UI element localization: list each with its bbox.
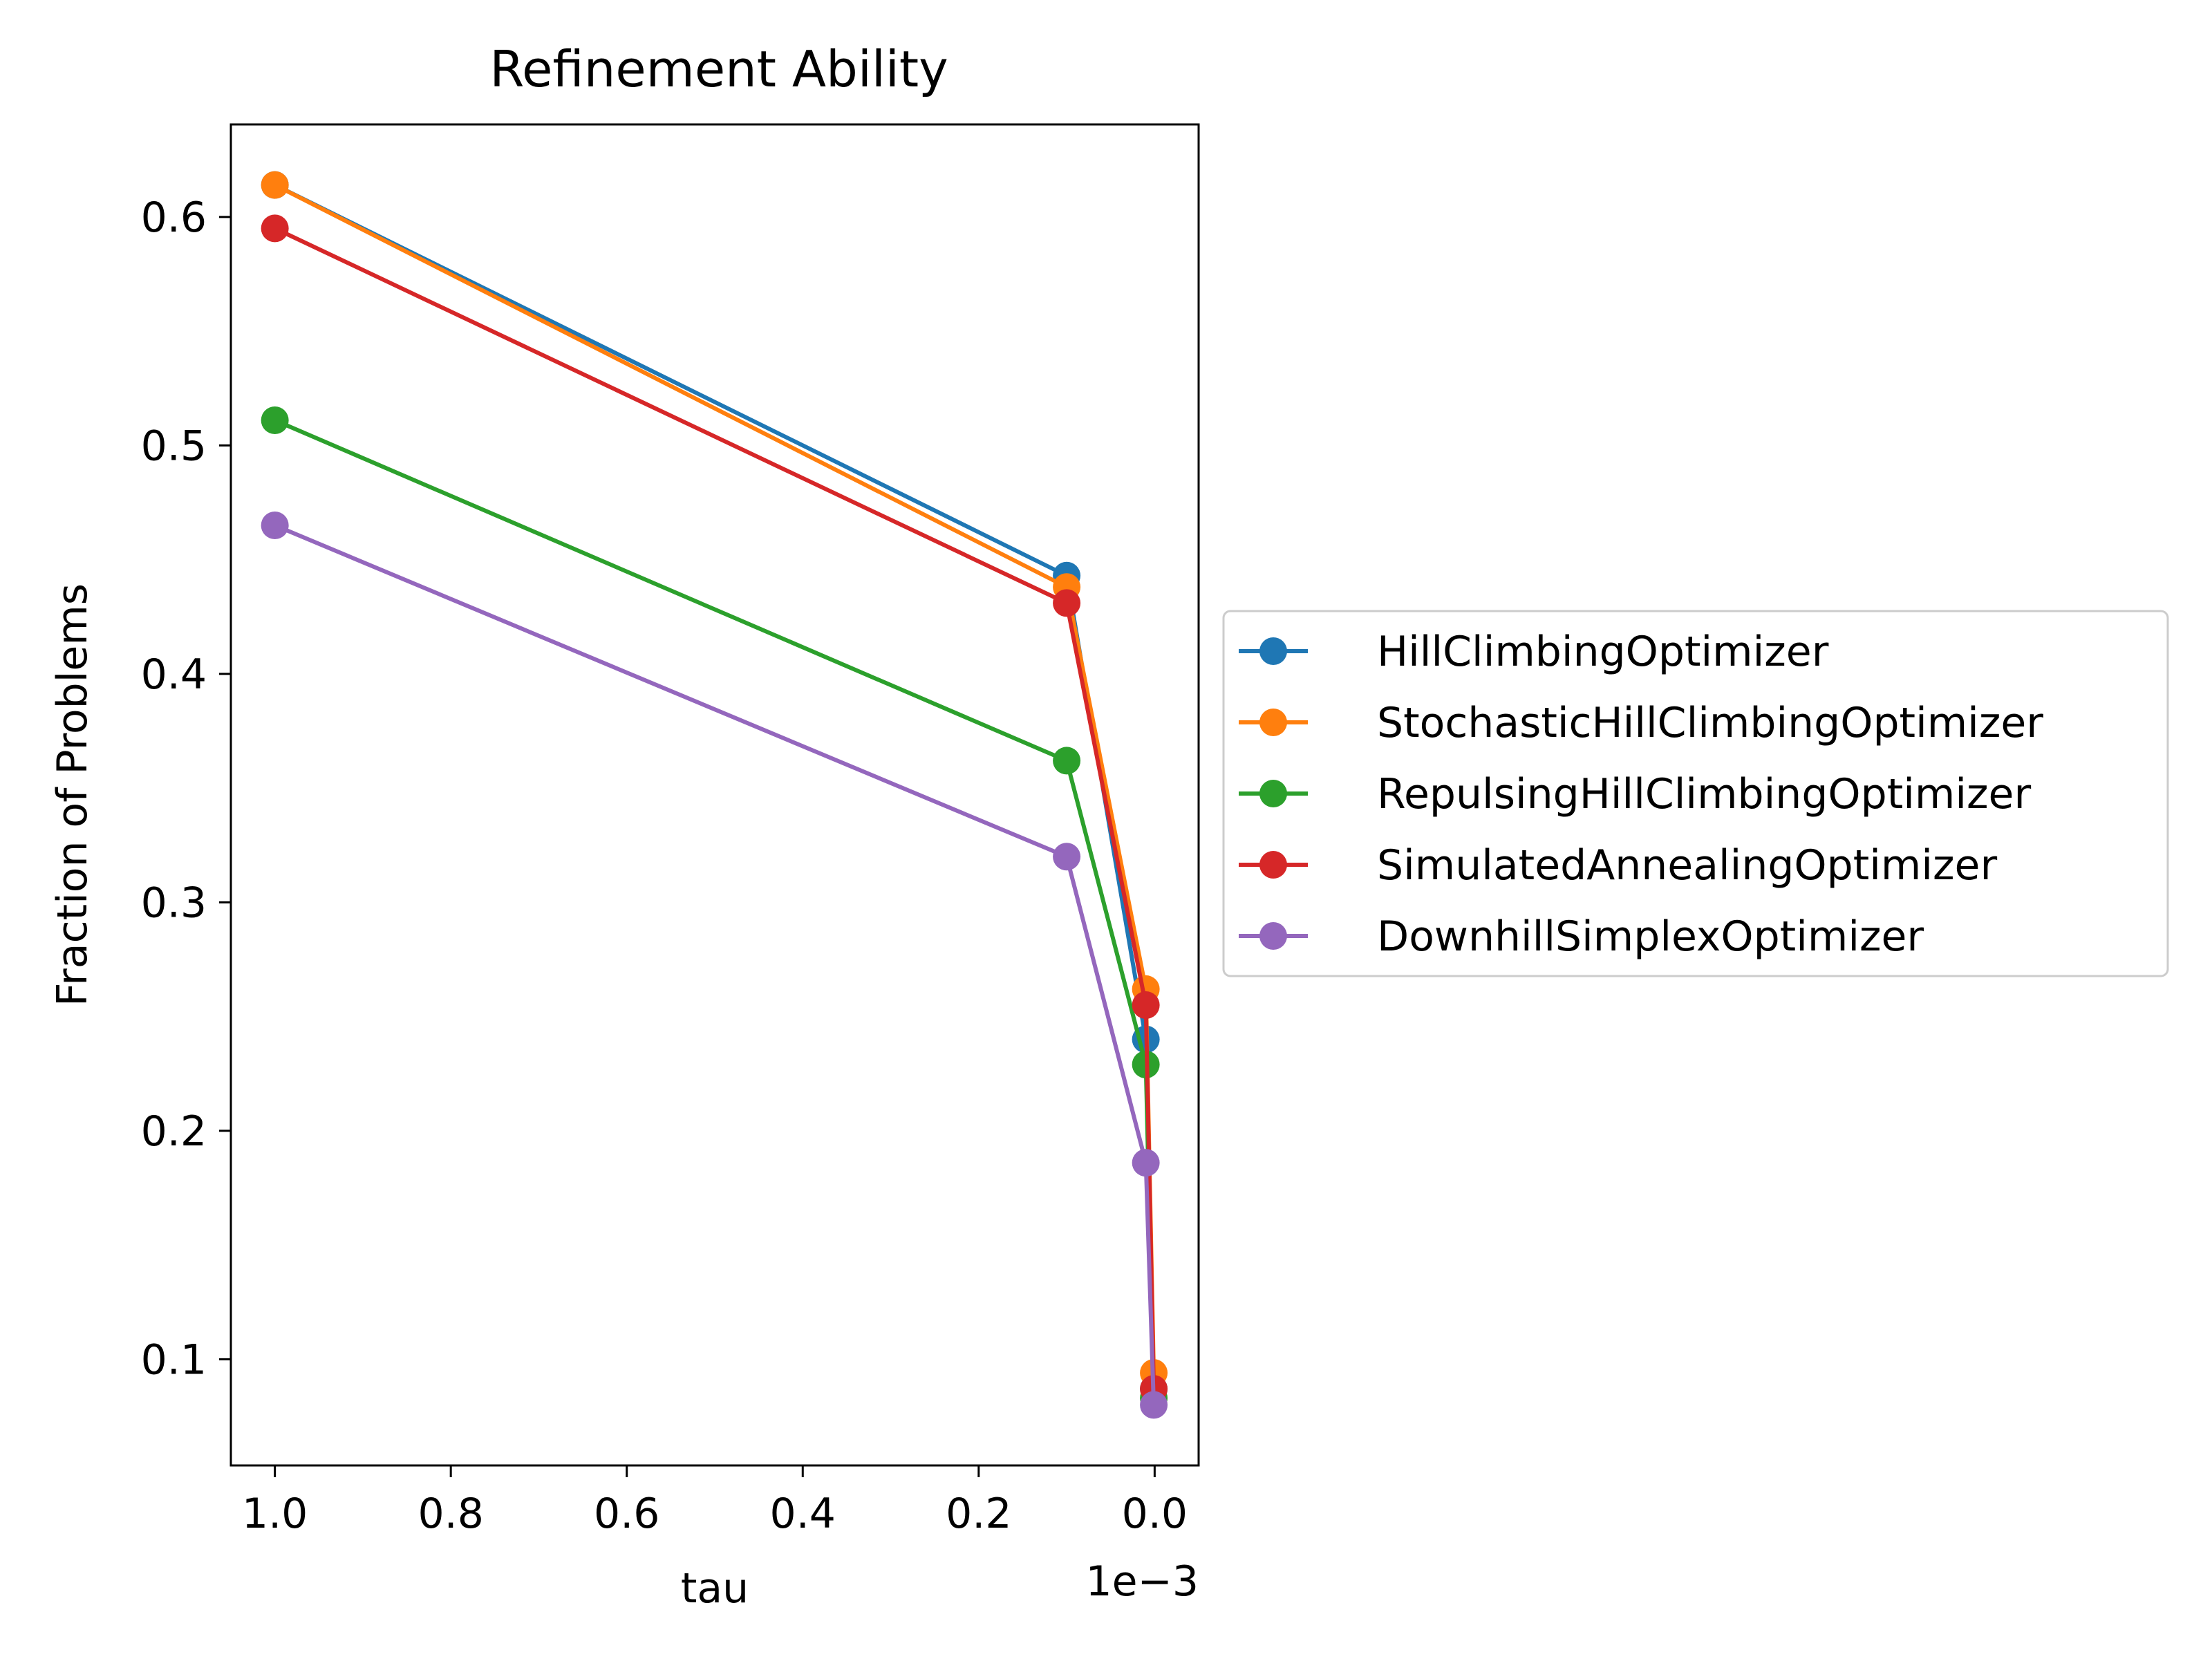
x-axis-label: tau — [681, 1564, 749, 1613]
legend-marker — [1259, 709, 1287, 736]
data-point — [1132, 991, 1160, 1020]
series-group — [261, 512, 1168, 1419]
x-tick-label: 0.2 — [946, 1490, 1011, 1538]
legend-marker — [1259, 851, 1287, 879]
y-tick-label: 0.1 — [141, 1335, 207, 1384]
x-tick-label: 0.6 — [594, 1490, 659, 1538]
chart-title: Refinement Ability — [489, 40, 948, 98]
legend-label: SimulatedAnnealingOptimizer — [1377, 841, 1997, 890]
y-tick-label: 0.3 — [141, 879, 207, 927]
x-tick-label: 0.4 — [770, 1490, 836, 1538]
data-point — [1132, 1149, 1160, 1177]
legend-label: HillClimbingOptimizer — [1377, 628, 1829, 676]
x-tick-label: 0.8 — [418, 1490, 483, 1538]
legend-label: DownhillSimplexOptimizer — [1377, 912, 1924, 961]
legend-label: StochasticHillClimbingOptimizer — [1377, 699, 2043, 747]
legend: HillClimbingOptimizer StochasticHillClimb… — [1222, 610, 2169, 977]
x-tick-label: 1.0 — [242, 1490, 308, 1538]
legend-marker — [1259, 922, 1287, 950]
legend-marker — [1259, 780, 1287, 807]
y-tick-label: 0.5 — [141, 422, 207, 470]
data-point — [1053, 589, 1081, 617]
data-point — [1053, 747, 1081, 775]
x-axis-ticks: 1.0 0.8 0.6 0.4 0.2 0.0 — [242, 1465, 1188, 1538]
y-axis-label: Fraction of Problems — [48, 583, 97, 1006]
plot-marks — [261, 171, 1168, 1419]
data-point — [261, 406, 289, 434]
data-point — [261, 171, 289, 199]
plot-frame — [229, 123, 1200, 1467]
x-tick-label: 0.0 — [1122, 1490, 1188, 1538]
x-axis-offset-text: 1e−3 — [1085, 1557, 1199, 1606]
data-point — [1140, 1391, 1168, 1419]
y-tick-label: 0.4 — [141, 650, 207, 699]
legend-marker — [1259, 637, 1287, 665]
legend-box — [1222, 610, 2169, 977]
data-point — [261, 512, 289, 540]
series-line — [274, 523, 1156, 1405]
data-point — [261, 214, 289, 243]
y-axis-ticks: 0.1 0.2 0.3 0.4 0.5 0.6 — [141, 194, 231, 1384]
series-line — [274, 226, 1156, 1389]
data-point — [1053, 843, 1081, 871]
y-tick-label: 0.6 — [141, 194, 207, 242]
legend-label: RepulsingHillClimbingOptimizer — [1377, 770, 2031, 818]
y-tick-label: 0.2 — [141, 1107, 207, 1156]
